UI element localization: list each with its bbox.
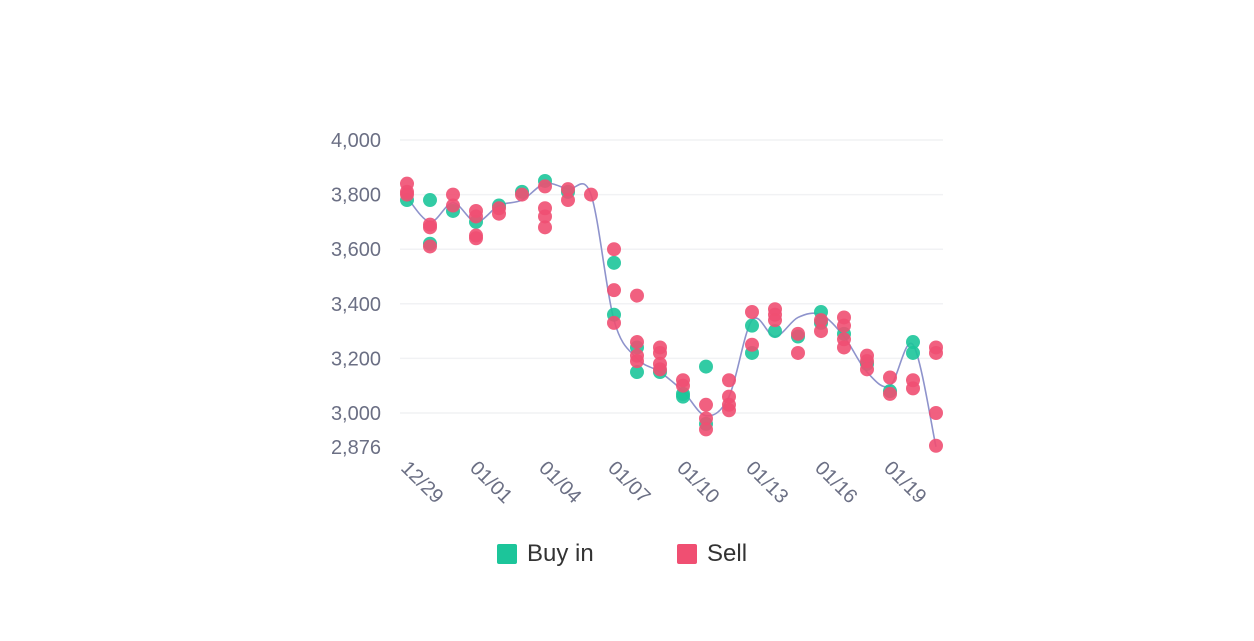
- buy-point[interactable]: [699, 359, 713, 374]
- sell-point[interactable]: [745, 337, 759, 352]
- sell-point[interactable]: [906, 381, 920, 396]
- sell-point[interactable]: [607, 283, 621, 298]
- sell-point[interactable]: [929, 438, 943, 453]
- sell-point[interactable]: [814, 324, 828, 339]
- x-tick-label: 01/01: [465, 457, 516, 508]
- sell-point[interactable]: [538, 179, 552, 194]
- sell-point[interactable]: [860, 362, 874, 377]
- sell-point[interactable]: [630, 288, 644, 303]
- sell-point[interactable]: [699, 397, 713, 412]
- sell-point[interactable]: [492, 206, 506, 221]
- gridlines: [400, 139, 943, 414]
- sell-point[interactable]: [699, 422, 713, 437]
- sell-point[interactable]: [630, 354, 644, 369]
- data-points: [400, 173, 943, 453]
- sell-point[interactable]: [837, 318, 851, 333]
- sell-point[interactable]: [607, 315, 621, 330]
- y-tick-label: 2,876: [331, 437, 381, 459]
- buy-point[interactable]: [745, 318, 759, 333]
- sell-point[interactable]: [653, 345, 667, 360]
- sell-point[interactable]: [584, 187, 598, 202]
- buy-point[interactable]: [607, 255, 621, 270]
- legend-label-buy: Buy in: [527, 540, 594, 567]
- sell-point[interactable]: [814, 313, 828, 328]
- sell-point[interactable]: [768, 313, 782, 328]
- sell-point[interactable]: [515, 187, 529, 202]
- buy-point[interactable]: [630, 365, 644, 380]
- buy-point[interactable]: [906, 335, 920, 350]
- sell-point[interactable]: [423, 239, 437, 254]
- x-tick-label: 12/29: [396, 457, 447, 508]
- sell-point[interactable]: [538, 209, 552, 224]
- x-tick-label: 01/19: [879, 457, 930, 508]
- legend: Buy in Sell: [0, 540, 1254, 574]
- sell-point[interactable]: [400, 187, 414, 202]
- y-axis-ticks: 4,000 3,800 3,600 3,400 3,200 3,000 2,876: [331, 130, 381, 459]
- sell-point[interactable]: [883, 386, 897, 401]
- sell-point[interactable]: [791, 326, 805, 341]
- y-tick-label: 3,000: [331, 403, 381, 425]
- trend-line-layer: [406, 182, 937, 448]
- sell-point[interactable]: [423, 220, 437, 235]
- sell-point[interactable]: [446, 198, 460, 213]
- sell-point[interactable]: [676, 378, 690, 393]
- sell-point[interactable]: [653, 362, 667, 377]
- sell-point[interactable]: [791, 345, 805, 360]
- buy-point[interactable]: [906, 345, 920, 360]
- sell-point[interactable]: [699, 411, 713, 426]
- sell-point[interactable]: [929, 345, 943, 360]
- x-tick-label: 01/04: [534, 457, 585, 508]
- sell-point[interactable]: [837, 340, 851, 355]
- sell-point[interactable]: [538, 220, 552, 235]
- y-tick-label: 3,400: [331, 294, 381, 316]
- sell-point[interactable]: [722, 373, 736, 388]
- legend-item-sell[interactable]: Sell: [677, 540, 747, 568]
- sell-point[interactable]: [630, 335, 644, 350]
- x-tick-label: 01/13: [741, 457, 792, 508]
- buy-point[interactable]: [423, 193, 437, 208]
- trend-line: [406, 182, 937, 448]
- sell-point[interactable]: [722, 403, 736, 418]
- sell-point[interactable]: [469, 231, 483, 246]
- x-tick-label: 01/16: [810, 457, 861, 508]
- legend-swatch-sell: [677, 544, 697, 564]
- sell-point[interactable]: [745, 304, 759, 319]
- y-tick-label: 3,200: [331, 348, 381, 370]
- y-tick-label: 4,000: [331, 130, 381, 152]
- sell-point[interactable]: [469, 209, 483, 224]
- legend-item-buy[interactable]: Buy in: [497, 540, 594, 568]
- sell-point[interactable]: [446, 187, 460, 202]
- y-tick-label: 3,800: [331, 185, 381, 207]
- buy-point[interactable]: [768, 324, 782, 339]
- y-tick-label: 3,600: [331, 239, 381, 261]
- sell-point[interactable]: [883, 370, 897, 385]
- legend-label-sell: Sell: [707, 540, 748, 567]
- sell-point[interactable]: [607, 242, 621, 257]
- sell-point[interactable]: [561, 182, 575, 197]
- sell-point[interactable]: [929, 406, 943, 420]
- x-axis-ticks: 12/29 01/01 01/04 01/07 01/10 01/13 01/16 01/19: [396, 457, 930, 508]
- x-tick-label: 01/10: [672, 457, 723, 508]
- legend-swatch-buy: [497, 544, 517, 564]
- sell-point[interactable]: [561, 193, 575, 208]
- x-tick-label: 01/07: [603, 457, 654, 508]
